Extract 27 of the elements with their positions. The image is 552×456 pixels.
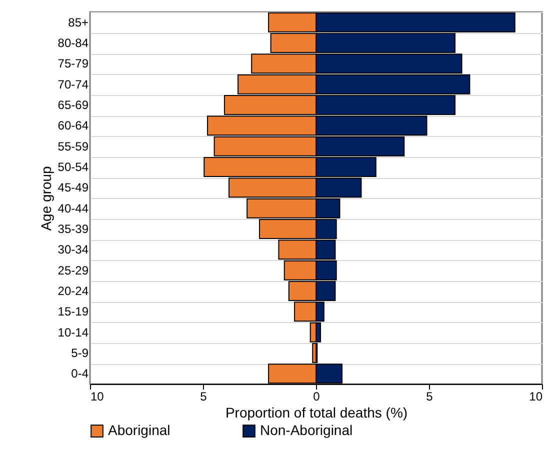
x-axis-title: Proportion of total deaths (%) bbox=[225, 404, 408, 420]
x-tick-label: 5 bbox=[426, 390, 434, 404]
x-tick-label: 5 bbox=[200, 390, 208, 404]
x-tick-label: 10 bbox=[90, 390, 104, 404]
y-tick-label: 60-64 bbox=[58, 118, 89, 133]
y-tick-label: 55-59 bbox=[58, 139, 89, 154]
y-tick-label: 50-54 bbox=[58, 160, 89, 174]
y-tick-label: 80-84 bbox=[58, 36, 89, 50]
y-axis-title: Age group bbox=[38, 166, 54, 231]
y-tick-label: 20-24 bbox=[58, 284, 89, 298]
y-tick-label: 30-34 bbox=[58, 242, 89, 257]
y-tick-label: 70-74 bbox=[58, 77, 89, 92]
legend-label: Non-Aboriginal bbox=[260, 422, 353, 438]
legend-label: Aboriginal bbox=[108, 422, 170, 438]
y-tick-label: 35-39 bbox=[58, 222, 89, 236]
y-tick-label: 5-9 bbox=[71, 346, 89, 360]
y-tick-label: 25-29 bbox=[58, 263, 89, 278]
y-tick-label: 65-69 bbox=[58, 98, 89, 112]
y-tick-label: 85+ bbox=[68, 15, 88, 30]
y-tick-label: 40-44 bbox=[58, 201, 89, 216]
y-tick-label: 75-79 bbox=[58, 56, 89, 71]
x-tick-label: 10 bbox=[529, 390, 543, 404]
y-tick-label: 0-4 bbox=[71, 366, 89, 381]
y-tick-label: 10-14 bbox=[58, 325, 89, 340]
y-tick-label: 15-19 bbox=[58, 304, 89, 319]
x-tick-label: 0 bbox=[313, 390, 320, 404]
y-tick-label: 45-49 bbox=[58, 180, 89, 195]
